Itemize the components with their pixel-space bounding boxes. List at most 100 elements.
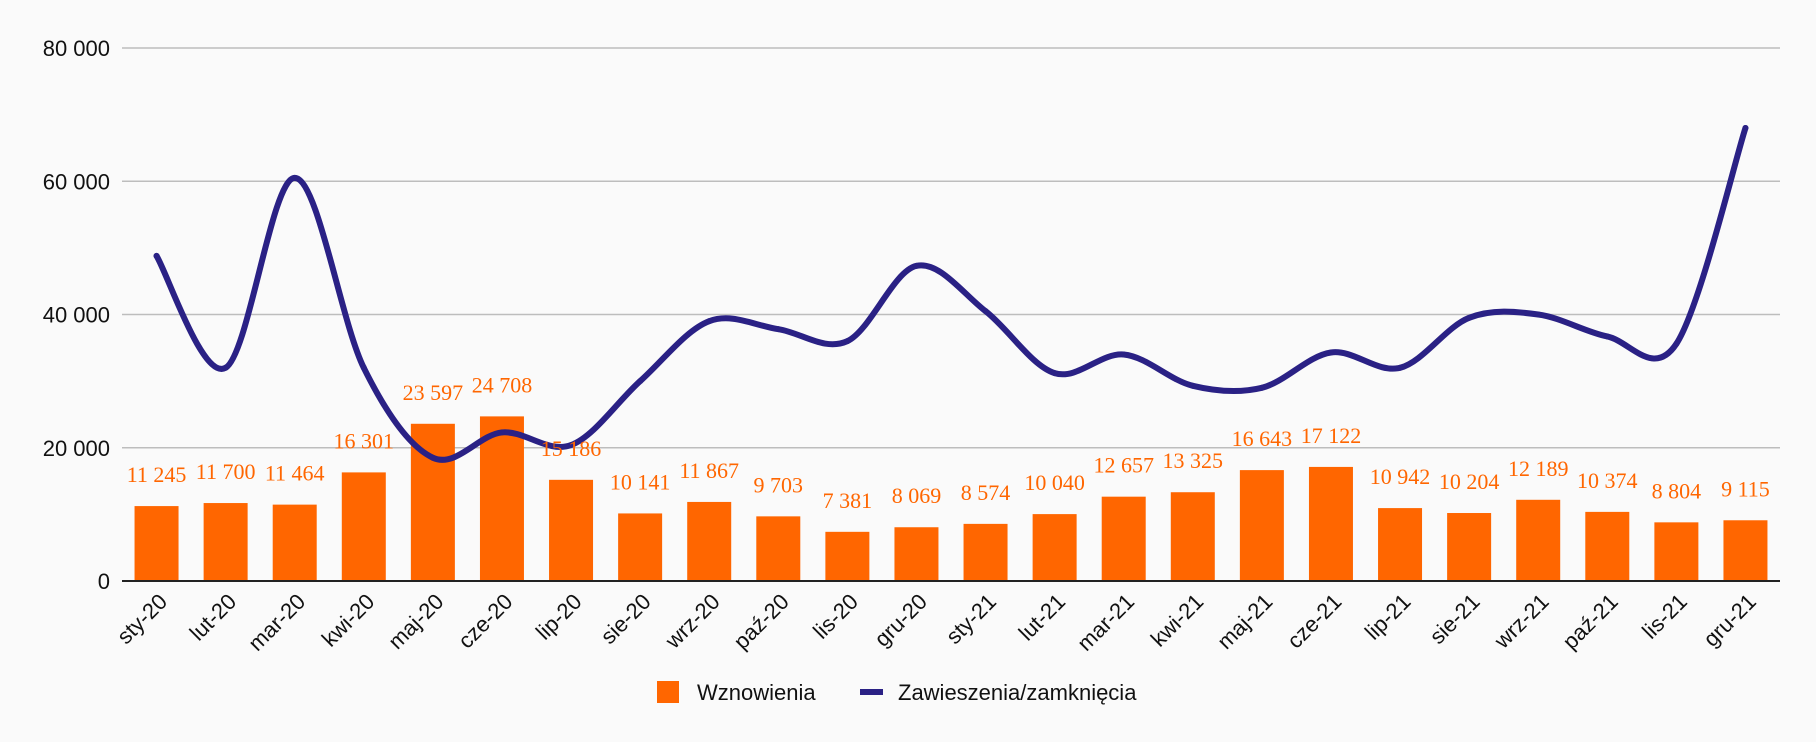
bar[interactable] [1447,513,1492,581]
x-tick-label: maj-20 [383,589,448,654]
line-point[interactable] [844,338,851,345]
bar[interactable] [1032,514,1077,581]
line-point[interactable] [982,308,989,315]
bar-data-label: 10 204 [1439,469,1500,494]
x-tick-label: sie-20 [596,589,656,649]
line-point[interactable] [775,326,782,333]
bar-data-label: 7 381 [823,488,873,513]
bar[interactable] [1654,522,1699,581]
line-point[interactable] [498,429,505,436]
bar[interactable] [272,504,317,581]
legend-label-zawieszenia[interactable]: Zawieszenia/zamknięcia [898,680,1137,705]
line-point[interactable] [291,174,298,181]
line-series-zawieszenia [153,124,1749,463]
bar[interactable] [756,516,801,581]
bar-data-label: 10 942 [1370,464,1431,489]
bar[interactable] [203,503,248,581]
x-tick-label: sty-21 [941,589,1001,649]
line-point[interactable] [222,364,229,371]
bar-data-label: 15 186 [541,436,602,461]
bar-data-label: 9 115 [1721,476,1770,501]
bar-data-label: 13 325 [1163,448,1224,473]
x-tick-label: gru-21 [1698,589,1761,652]
line-point[interactable] [429,454,436,461]
legend-label-wznowienia[interactable]: Wznowienia [697,680,816,705]
x-tick-label: maj-21 [1212,589,1277,654]
x-tick-label: lis-21 [1637,589,1692,644]
bar[interactable] [1101,496,1146,581]
line-point[interactable] [153,252,160,259]
bar-data-label: 12 657 [1093,453,1154,478]
bar-data-label: 12 189 [1508,456,1569,481]
bar[interactable] [549,479,594,581]
bar[interactable] [134,506,179,581]
x-tick-label: sty-20 [112,589,172,649]
bar-data-label: 10 374 [1577,468,1638,493]
bar[interactable] [479,416,524,581]
line-point[interactable] [706,318,713,325]
line-point[interactable] [1397,364,1404,371]
bar[interactable] [1308,466,1353,581]
bar-data-label: 10 040 [1024,470,1085,495]
legend: Wznowienia Zawieszenia/zamknięcia [657,680,1137,705]
bar[interactable] [341,472,386,581]
bar-data-label: 16 301 [334,428,395,453]
y-tick-label: 60 000 [43,169,110,194]
line-point[interactable] [1051,370,1058,377]
bar[interactable] [1170,492,1215,581]
line-point[interactable] [1327,349,1334,356]
y-axis: 0 20 000 40 000 60 000 80 000 [43,36,110,594]
line-point[interactable] [568,442,575,449]
line-point[interactable] [1673,340,1680,347]
bar-data-label: 11 464 [265,461,325,486]
bar[interactable] [1516,499,1561,581]
x-tick-label: gru-20 [869,589,932,652]
line-point[interactable] [637,378,644,385]
y-tick-label: 40 000 [43,303,110,328]
line-point[interactable] [1604,333,1611,340]
bar[interactable] [687,501,732,581]
line-point[interactable] [1258,384,1265,391]
line-point[interactable] [360,364,367,371]
y-tick-label: 20 000 [43,436,110,461]
x-tick-label: cze-20 [453,589,517,653]
line-point[interactable] [1120,351,1127,358]
bar[interactable] [963,523,1008,581]
bar-data-labels: 11 245 11 700 11 464 16 301 23 597 24 708 15 1… [127,372,1770,512]
x-tick-label: paź-21 [1558,589,1623,654]
x-tick-label: mar-20 [243,589,310,656]
bar[interactable] [825,531,870,581]
bar-data-label: 23 597 [403,380,464,405]
x-tick-label: lut-21 [1014,589,1071,646]
x-axis: sty-20 lut-20 mar-20 kwi-20 maj-20 cze-20 lip-… [112,580,1780,656]
series-line[interactable] [153,124,1749,463]
bar[interactable] [618,513,663,581]
gridlines [122,47,1780,449]
bar-data-label: 11 245 [127,462,187,487]
bar[interactable] [1239,470,1284,581]
x-tick-label: sie-21 [1425,589,1485,649]
bar-data-label: 10 141 [610,469,671,494]
bar-data-label: 8 574 [961,480,1011,505]
line-point[interactable] [1535,311,1542,318]
line-point[interactable] [1189,382,1196,389]
bar[interactable] [894,527,939,581]
bar-data-label: 8 069 [892,483,942,508]
line-point[interactable] [913,262,920,269]
x-tick-label: lip-20 [531,589,587,645]
bar-data-label: 17 122 [1301,423,1362,448]
bar[interactable] [1378,508,1423,581]
bar[interactable] [1723,520,1768,581]
y-tick-label: 0 [98,569,110,594]
y-tick-label: 80 000 [43,36,110,61]
line-point[interactable] [1742,124,1749,131]
line-point[interactable] [1466,314,1473,321]
x-tick-label: kwi-20 [317,589,380,652]
x-tick-label: lis-20 [808,589,863,644]
x-tick-label: kwi-21 [1146,589,1209,652]
bar[interactable] [1585,511,1630,581]
legend-swatch-wznowienia [657,681,679,703]
x-tick-label: wrz-20 [660,589,725,654]
x-tick-label: lip-21 [1360,589,1416,645]
